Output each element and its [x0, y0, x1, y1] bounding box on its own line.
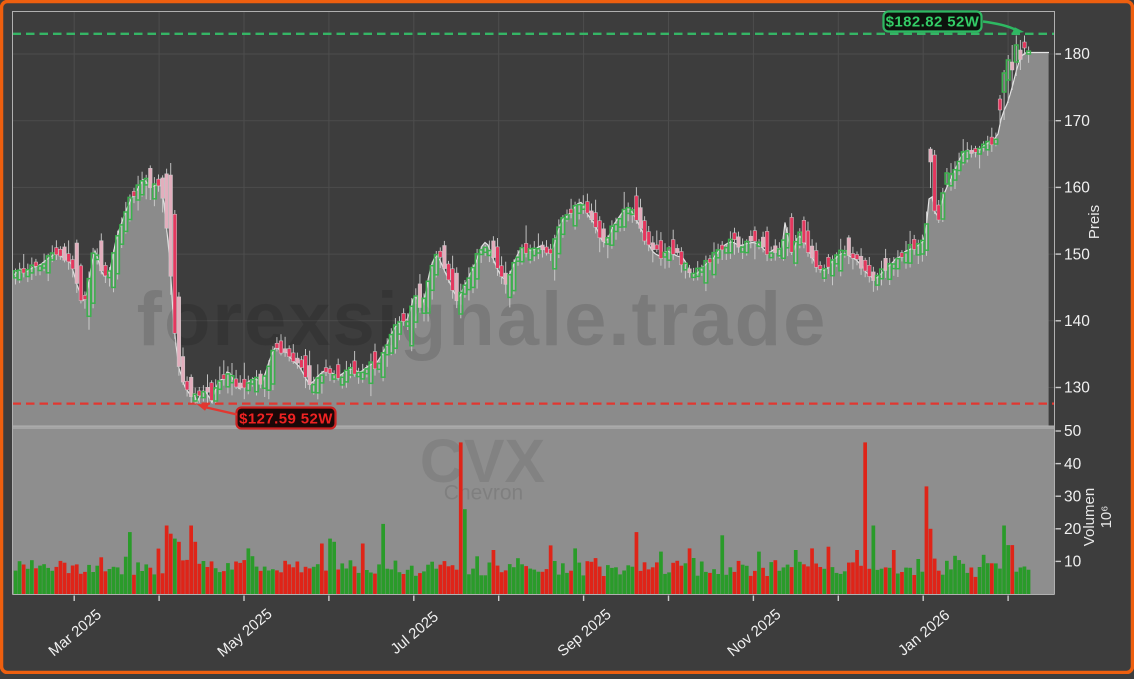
svg-text:30: 30: [1064, 488, 1082, 505]
svg-text:20: 20: [1064, 521, 1082, 538]
svg-text:Chevron: Chevron: [444, 482, 523, 505]
svg-text:160: 160: [1064, 180, 1090, 197]
svg-text:$182.82 52W: $182.82 52W: [886, 14, 980, 31]
svg-text:50: 50: [1064, 423, 1082, 440]
svg-text:CVX: CVX: [420, 427, 546, 495]
svg-text:130: 130: [1064, 380, 1090, 397]
svg-text:150: 150: [1064, 246, 1090, 263]
svg-text:40: 40: [1064, 456, 1082, 473]
svg-text:forexsignale.trade: forexsignale.trade: [137, 277, 828, 362]
svg-text:$127.59 52W: $127.59 52W: [239, 411, 333, 428]
svg-text:170: 170: [1064, 113, 1090, 130]
svg-text:140: 140: [1064, 313, 1090, 330]
svg-text:10: 10: [1064, 554, 1082, 571]
svg-text:Volumen: Volumen: [1081, 488, 1098, 546]
svg-text:Preis: Preis: [1086, 205, 1103, 239]
svg-text:180: 180: [1064, 46, 1090, 63]
svg-text:10⁶: 10⁶: [1098, 506, 1115, 529]
